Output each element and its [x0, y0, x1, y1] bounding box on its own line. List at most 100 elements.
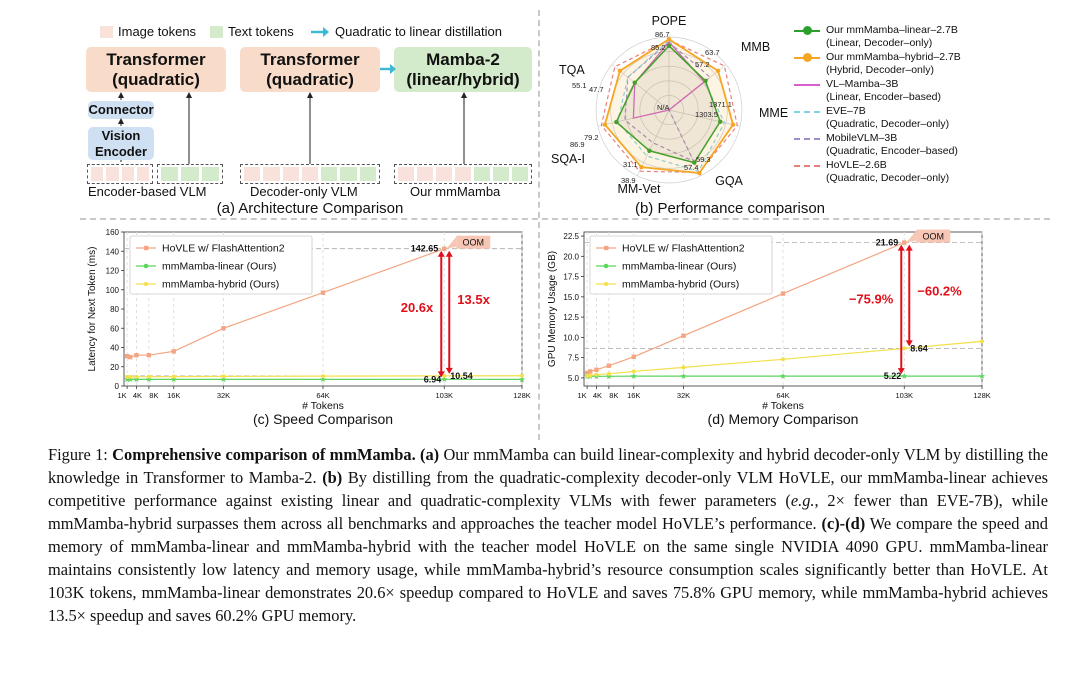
hybrid-value-label: 8.64 [910, 343, 928, 353]
radar-series-hybrid [603, 38, 735, 175]
series-point [594, 372, 599, 377]
linear-value-label: 5.22 [884, 371, 902, 381]
radar-legend-type: (Hybrid, Decoder–only) [826, 64, 934, 76]
y-tick-label: 120 [106, 267, 120, 276]
speed-chart: 0 20 40 60 80 100 120 140 160 1K 4K 8K 16K 32K 64K 103K… [87, 228, 531, 427]
x-tick-label: 64K [776, 391, 789, 400]
radar-value-label: 86.7 [655, 30, 670, 39]
radar-axis-label: GQA [715, 174, 743, 188]
series-point [519, 376, 525, 383]
radar-value-label: 1371.1 [709, 100, 732, 109]
chart-legend-box [589, 235, 773, 295]
y-tick-label: 140 [106, 247, 120, 256]
radar-axis-label: POPE [652, 14, 687, 28]
series-point [606, 363, 612, 368]
label-encoder-vlm: Encoder-based VLM [88, 184, 207, 199]
y-tick-label: 0 [115, 382, 120, 391]
hybrid-ratio-arrow-tail [445, 367, 453, 374]
caption-performance: (b) Performance comparison [634, 200, 826, 217]
series-point [128, 374, 133, 379]
x-tick-label: 32K [677, 391, 690, 400]
radar-legend-type: (Linear, Decoder–only) [826, 37, 933, 49]
radar-axis-label: SQA-I [551, 152, 585, 166]
y-tick-label: 17.5 [563, 273, 579, 282]
connector-box: Connector [88, 101, 154, 119]
architecture-arrows [118, 92, 467, 164]
x-tick-label: 128K [973, 391, 991, 400]
caption-title: Comprehensive comparison of mmMamba. [112, 445, 416, 464]
radar-point [614, 119, 619, 125]
linear-ratio-arrow-tail [897, 368, 905, 375]
series-point [133, 376, 140, 383]
series-point [980, 339, 984, 344]
series-point [320, 376, 326, 383]
series-point [585, 373, 590, 378]
oom-badge [916, 229, 951, 243]
radar-legend-type: (Quadratic, Encoder–based) [826, 145, 958, 157]
radar-legend-text: Our mmMamba–linear–2.7B (Linear, Decoder–… [826, 24, 958, 50]
y-tick-label: 80 [110, 305, 119, 314]
series-point [780, 291, 786, 296]
x-tick-label: 1K [578, 391, 587, 400]
hybrid-ratio-label: −60.2% [917, 283, 962, 298]
caption-b-text-2: , 2× fewer than EVE-7B), while mmMamba-h… [48, 491, 1049, 533]
y-tick-label: 60 [110, 324, 119, 333]
x-tick-label: 8K [609, 391, 618, 400]
series-point [145, 376, 152, 383]
radar-point [703, 78, 708, 84]
radar-axis-label: MMB [741, 40, 770, 54]
radar-value-label: 38.9 [621, 176, 636, 185]
series-point [584, 370, 590, 376]
series-point [321, 374, 325, 379]
radar-point [697, 170, 702, 176]
series-point [125, 374, 130, 379]
image-token-swatch [100, 25, 113, 38]
linear-ratio-arrow-head [897, 244, 905, 251]
radar-legend-type: (Linear, Encoder–based) [826, 91, 941, 103]
legend-image-tokens: Image tokens [100, 24, 196, 39]
radar-grid-ring [595, 36, 743, 184]
radar-point [647, 148, 652, 153]
series-point [220, 376, 227, 383]
hybrid-ratio-arrow-tail [905, 340, 913, 347]
caption-architecture: (a) Architecture Comparison [216, 200, 404, 217]
legend-marker [604, 282, 608, 286]
radar-legend-model: EVE–7B [826, 105, 866, 117]
peak-value-label: 21.69 [876, 238, 899, 248]
y-tick-label: 7.5 [568, 354, 580, 363]
caption-cd-tag: (c)-(d) [821, 514, 866, 533]
mamba-box: Mamba-2 (linear/hybrid) [394, 47, 532, 92]
linear-value-label: 6.94 [424, 374, 442, 384]
legend-label: HoVLE w/ FlashAttention2 [622, 243, 745, 255]
caption-b-eg: e.g. [790, 491, 815, 510]
caption-cd-text: We compare the speed and memory of mmMam… [48, 514, 1048, 625]
series-point [605, 373, 612, 380]
oom-label: OOM [463, 238, 485, 248]
caption-b-text-1: By distilling from the quadratic-complex… [48, 468, 1048, 510]
y-tick-label: 22.5 [563, 232, 579, 241]
radar-series-hovle [600, 39, 738, 174]
peak-value-label: 142.65 [411, 244, 439, 254]
x-tick-label: 1K [118, 391, 127, 400]
token-row-encoder-image [87, 164, 153, 184]
series-point [221, 374, 226, 379]
legend-label: mmMamba-linear (Ours) [622, 261, 736, 273]
chart-caption: (d) Memory Comparison [708, 411, 859, 427]
legend-marker [144, 282, 148, 286]
series-point [170, 376, 177, 383]
radar-legend-marker [803, 26, 812, 35]
series-point [606, 371, 611, 376]
series-point [979, 373, 985, 379]
transformer-box-encoder-vlm: Transformer (quadratic) [86, 47, 226, 92]
x-tick-label: 4K [133, 391, 142, 400]
series-point [442, 246, 447, 251]
series-point [780, 373, 786, 379]
series-point [146, 374, 151, 379]
series-point [902, 346, 907, 351]
series-point [127, 376, 134, 383]
series-point [128, 354, 133, 360]
x-tick-label: 32K [217, 391, 230, 400]
series-point [681, 333, 686, 338]
legend-text-tokens: Text tokens [210, 24, 294, 39]
x-axis-label: # Tokens [302, 400, 344, 412]
